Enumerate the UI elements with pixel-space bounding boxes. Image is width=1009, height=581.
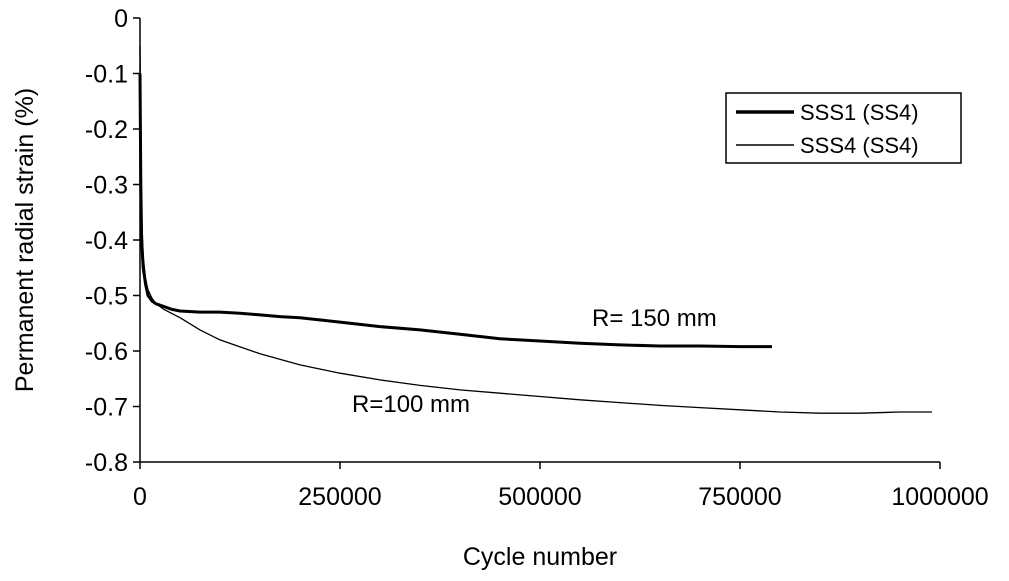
y-ticks: 0 -0.1 -0.2 -0.3 -0.4 -0.5 -0.6 -0.7 -0.8 <box>85 5 140 477</box>
y-tick-label: -0.5 <box>85 283 128 311</box>
legend-label-sss4: SSS4 (SS4) <box>800 133 919 158</box>
legend: SSS1 (SS4) SSS4 (SS4) <box>725 92 962 164</box>
y-tick-label: -0.3 <box>85 172 128 200</box>
y-tick-label: -0.4 <box>85 227 128 255</box>
x-tick-label: 250000 <box>298 483 381 511</box>
y-axis-title: Permanent radial strain (%) <box>11 88 39 392</box>
legend-box <box>725 92 962 164</box>
y-tick-label: 0 <box>114 5 128 33</box>
series-line-sss4 <box>139 45 932 414</box>
x-axis-title: Cycle number <box>463 543 617 571</box>
y-tick-label: -0.7 <box>85 394 128 422</box>
legend-label-sss1: SSS1 (SS4) <box>800 100 919 125</box>
y-tick-label: -0.1 <box>85 61 128 89</box>
annotations: R= 150 mm R=100 mm <box>352 305 717 418</box>
annotation-r150: R= 150 mm <box>592 305 717 332</box>
y-tick-label: -0.8 <box>85 449 128 477</box>
y-tick-label: -0.6 <box>85 338 128 366</box>
x-tick-label: 1000000 <box>891 483 988 511</box>
axes <box>139 18 940 463</box>
x-tick-label: 750000 <box>698 483 781 511</box>
x-ticks: 0 250000 500000 750000 1000000 <box>133 462 989 511</box>
series-group <box>138 45 932 414</box>
x-tick-label: 500000 <box>498 483 581 511</box>
y-tick-label: -0.2 <box>85 116 128 144</box>
annotation-r100: R=100 mm <box>352 391 470 418</box>
x-tick-label: 0 <box>133 483 147 511</box>
series-line-sss1 <box>138 73 772 349</box>
